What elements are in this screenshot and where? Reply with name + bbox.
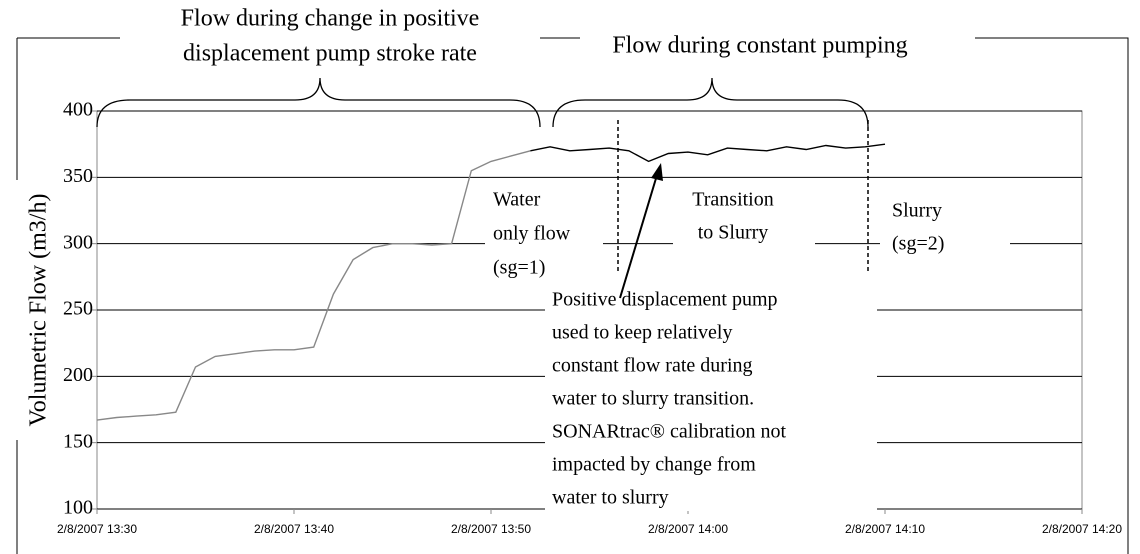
y-tick-label: 350 [63,165,93,187]
frame [16,37,1129,554]
bracket [552,77,869,128]
label-bg [880,195,1010,260]
arrow-head [651,163,663,181]
x-tick-label: 2/8/2007 14:20 [1042,522,1122,536]
annotation: water to slurry transition. [552,388,754,410]
label-bg [545,283,877,511]
x-tick-label: 2/8/2007 13:40 [254,522,334,536]
annotation: Slurry [892,200,942,222]
y-tick-label: 300 [63,231,93,253]
annotation: (sg=1) [493,257,545,279]
y-tick-label: 100 [63,497,93,519]
annotation: Flow during change in positive [181,6,480,32]
lines [96,143,886,421]
annotation: displacement pump stroke rate [183,41,477,67]
frame-lines [16,37,1129,554]
label-bg [485,185,603,280]
y-tick-label: 250 [63,298,93,320]
annotation: Transition [692,189,774,211]
bracket [96,77,541,128]
series-line [530,143,886,163]
decorations [96,77,1010,511]
annotation: SONARtrac® calibration not [552,421,786,443]
y-tick-label: 150 [63,430,93,452]
x-tick-label: 2/8/2007 14:00 [648,522,728,536]
y-axis-label: Volumetric Flow (m3/h) [26,194,52,427]
y-tick-label: 400 [63,99,93,121]
annotation: used to keep relatively [552,322,733,344]
annotation: only flow [493,223,571,245]
annotation: to Slurry [698,222,769,244]
x-tick-label: 2/8/2007 14:10 [845,522,925,536]
annotation: constant flow rate during [552,355,753,377]
arrow [619,174,658,299]
annotation: water to slurry [552,487,669,509]
annotation: (sg=2) [892,233,944,255]
series-line [96,150,531,421]
annotation: Water [493,189,541,211]
annotation: impacted by change from [552,454,756,476]
x-tick-label: 2/8/2007 13:50 [451,522,531,536]
label-bg [673,185,815,250]
y-tick-label: 200 [63,364,93,386]
x-tick-label: 2/8/2007 13:30 [57,522,137,536]
annotation: Flow during constant pumping [612,33,907,59]
annotation: Positive displacement pump [552,289,778,311]
